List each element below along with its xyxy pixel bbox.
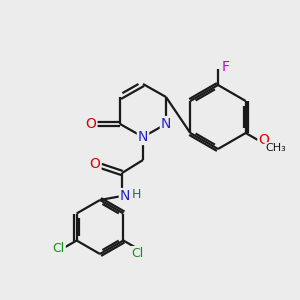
Text: Cl: Cl: [131, 247, 143, 260]
Text: H: H: [131, 188, 141, 200]
Text: N: N: [138, 130, 148, 144]
Text: Cl: Cl: [52, 242, 65, 255]
Text: N: N: [120, 189, 130, 203]
Text: CH₃: CH₃: [266, 143, 286, 153]
Text: O: O: [85, 117, 96, 131]
Text: N: N: [161, 117, 171, 131]
Text: F: F: [222, 60, 230, 74]
Text: O: O: [90, 157, 101, 171]
Text: O: O: [258, 133, 269, 147]
